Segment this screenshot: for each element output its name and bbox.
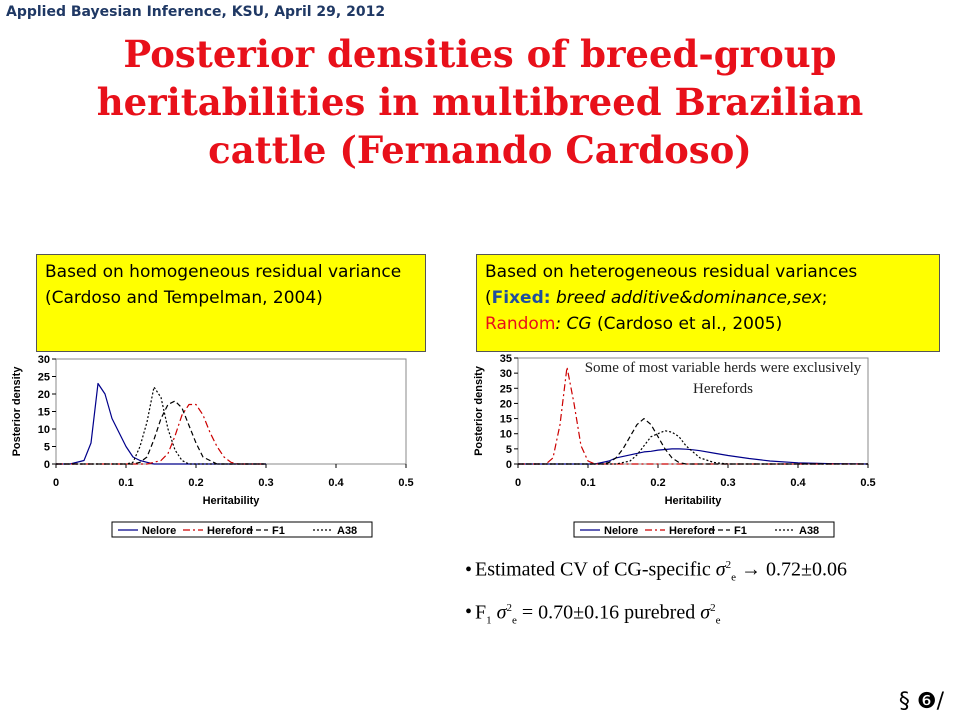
bullet-item-cv: • Estimated CV of CG-specific σ2e → 0.72±… xyxy=(465,558,847,584)
left-chart: 0 5 10 15 20 25 30 0 0.1 0.2 0.3 0.4 0.5 Heritability… xyxy=(8,352,420,542)
right-note-box: Based on heterogeneous residual variance… xyxy=(476,254,940,352)
x-axis-label: Heritability xyxy=(665,495,723,507)
legend-label-a38: A38 xyxy=(337,525,357,537)
x-tick-label: 0.2 xyxy=(650,477,665,489)
bullet-item-f1: • F1 σ2e = 0.70±0.16 purebred σ2e xyxy=(465,601,721,627)
b2-sigma: σ xyxy=(496,601,507,624)
plot-area xyxy=(55,358,407,465)
b1-sub: e xyxy=(731,571,736,584)
y-tick-label: 35 xyxy=(500,353,512,365)
y-tick-label: 10 xyxy=(38,424,50,436)
right-note-line1: Based on heterogeneous residual variance… xyxy=(485,262,858,282)
chart-annotation: Some of most variable herds were exclusi… xyxy=(584,360,862,397)
section-marker: § ❻/ xyxy=(898,689,944,714)
b1-sigma: σ xyxy=(715,558,726,581)
left-note-box: Based on homogeneous residual variance (… xyxy=(36,254,426,352)
y-tick-label: 15 xyxy=(38,407,50,419)
x-tick-label: 0.1 xyxy=(580,477,595,489)
y-tick-label: 5 xyxy=(506,444,512,456)
left-note-text: Based on homogeneous residual variance (… xyxy=(45,262,402,308)
legend-box xyxy=(573,521,835,538)
legend-label-nelore: Nelore xyxy=(604,525,638,537)
x-tick-label: 0.3 xyxy=(720,477,735,489)
y-tick-label: 10 xyxy=(500,429,512,441)
right-note-open-paren: ( xyxy=(485,288,492,308)
b2-fsub: 1 xyxy=(486,614,492,627)
legend-box xyxy=(111,521,373,538)
y-tick-label: 15 xyxy=(500,414,512,426)
legend-label-hereford: Hereford xyxy=(669,525,715,537)
y-axis-label: Posterior density xyxy=(473,365,485,456)
page-title: Posterior densities of breed-group herit… xyxy=(96,32,864,172)
x-tick-label: 0.5 xyxy=(398,477,413,489)
legend-label-hereford: Hereford xyxy=(207,525,253,537)
semicolon: ; xyxy=(821,288,828,308)
series-line-hereford xyxy=(56,403,266,465)
b2-sub: e xyxy=(512,614,517,627)
x-tick-label: 0.4 xyxy=(790,477,806,489)
random-label: Random xyxy=(485,314,556,334)
fixed-label: Fixed: xyxy=(491,288,551,308)
series-line-a38 xyxy=(56,386,266,465)
bullet-list: • Estimated CV of CG-specific σ2e → 0.72±… xyxy=(465,550,847,635)
b2-mid: = 0.70±0.16 purebred xyxy=(516,601,701,624)
y-tick-label: 0 xyxy=(506,459,512,471)
y-tick-label: 30 xyxy=(500,368,512,380)
header-note: Applied Bayesian Inference, KSU, April 2… xyxy=(6,4,386,20)
y-tick-label: 20 xyxy=(38,389,50,401)
x-tick-label: 0.2 xyxy=(188,477,203,489)
legend-label-f1: F1 xyxy=(272,525,285,537)
random-rest: : CG xyxy=(555,314,592,334)
series-line-f1 xyxy=(518,417,868,465)
x-tick-label: 0.5 xyxy=(860,477,875,489)
b2-sup: 2 xyxy=(506,601,513,614)
x-tick-label: 0 xyxy=(53,477,59,489)
x-tick-label: 0.1 xyxy=(118,477,133,489)
y-tick-label: 20 xyxy=(500,398,512,410)
x-tick-label: 0.4 xyxy=(328,477,344,489)
y-tick-label: 25 xyxy=(500,383,512,395)
left-chart-svg: 0 5 10 15 20 25 30 0 0.1 0.2 0.3 0.4 0.5 Heritability… xyxy=(11,354,414,538)
right-chart: 0 5 10 15 20 25 30 35 0 0.1 0.2 0.3 0.4 0.5 Heritabili… xyxy=(470,352,890,542)
legend-label-a38: A38 xyxy=(799,525,819,537)
y-tick-label: 25 xyxy=(38,372,50,384)
b1-suffix: → 0.72±0.06 xyxy=(735,558,847,581)
legend-label-nelore: Nelore xyxy=(142,525,176,537)
b2-sigma2: σ xyxy=(700,601,711,624)
x-tick-label: 0 xyxy=(515,477,521,489)
b2-sup2: 2 xyxy=(710,601,716,614)
right-chart-svg: 0 5 10 15 20 25 30 35 0 0.1 0.2 0.3 0.4 0.5 Heritabili… xyxy=(473,353,876,538)
b2-sub2: e xyxy=(715,614,721,627)
y-tick-label: 30 xyxy=(38,354,50,366)
y-tick-label: 5 xyxy=(44,442,50,454)
random-cite: (Cardoso et al., 2005) xyxy=(591,314,783,334)
x-tick-label: 0.3 xyxy=(258,477,273,489)
x-axis-label: Heritability xyxy=(203,495,261,507)
b1-sup: 2 xyxy=(725,559,732,571)
legend-label-f1: F1 xyxy=(734,525,747,537)
b1-prefix: Estimated CV of CG-specific xyxy=(475,558,716,581)
y-axis-label: Posterior density xyxy=(11,366,23,457)
fixed-text: breed additive&dominance,sex xyxy=(550,288,822,308)
plot-area xyxy=(517,357,869,465)
y-tick-label: 0 xyxy=(44,459,50,471)
b2-f: F xyxy=(475,601,487,624)
